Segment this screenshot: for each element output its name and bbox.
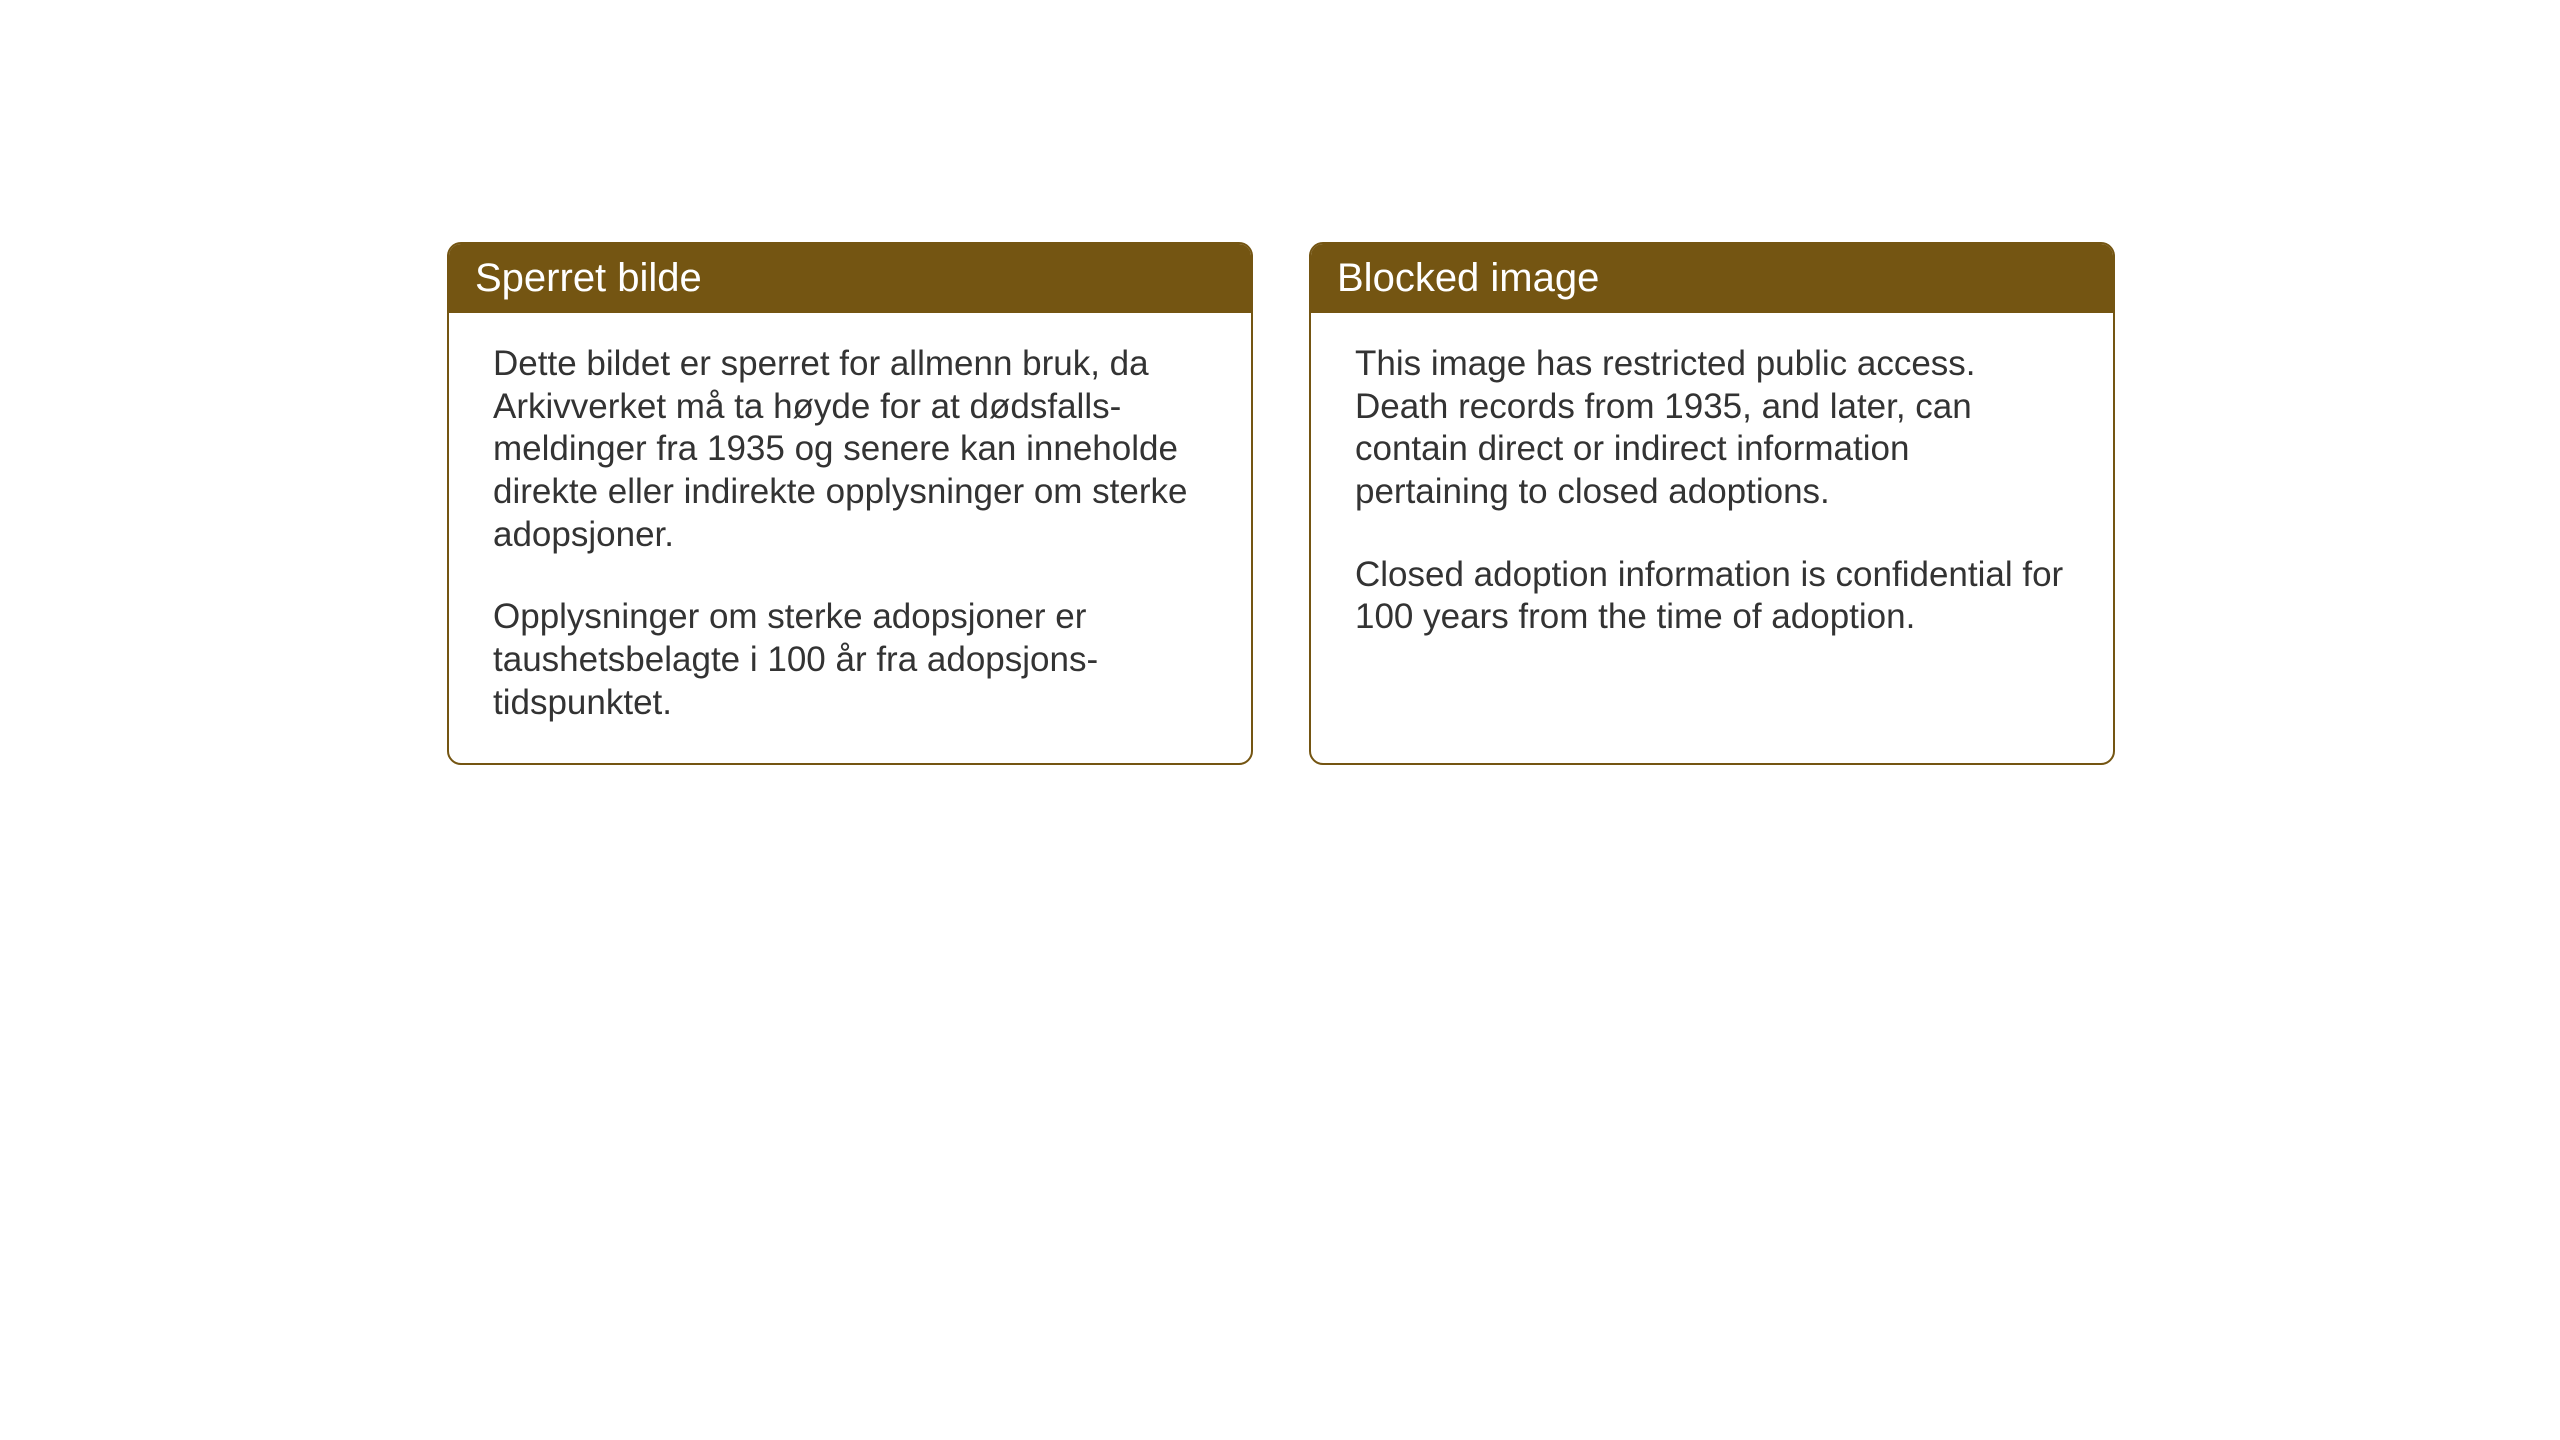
norwegian-card-body: Dette bildet er sperret for allmenn bruk… (449, 313, 1251, 763)
norwegian-card-text: Dette bildet er sperret for allmenn bruk… (493, 343, 1207, 725)
english-card-text: This image has restricted public access.… (1355, 343, 2069, 639)
english-card-header: Blocked image (1311, 244, 2113, 313)
english-paragraph-2: Closed adoption information is confident… (1355, 554, 2069, 639)
english-card: Blocked image This image has restricted … (1309, 242, 2115, 765)
english-paragraph-1: This image has restricted public access.… (1355, 343, 2069, 514)
norwegian-card-header: Sperret bilde (449, 244, 1251, 313)
norwegian-card-title: Sperret bilde (475, 256, 1225, 301)
english-card-body: This image has restricted public access.… (1311, 313, 2113, 753)
norwegian-paragraph-1: Dette bildet er sperret for allmenn bruk… (493, 343, 1207, 556)
cards-container: Sperret bilde Dette bildet er sperret fo… (447, 242, 2115, 765)
english-card-title: Blocked image (1337, 256, 2087, 301)
norwegian-card: Sperret bilde Dette bildet er sperret fo… (447, 242, 1253, 765)
norwegian-paragraph-2: Opplysninger om sterke adopsjoner er tau… (493, 596, 1207, 724)
